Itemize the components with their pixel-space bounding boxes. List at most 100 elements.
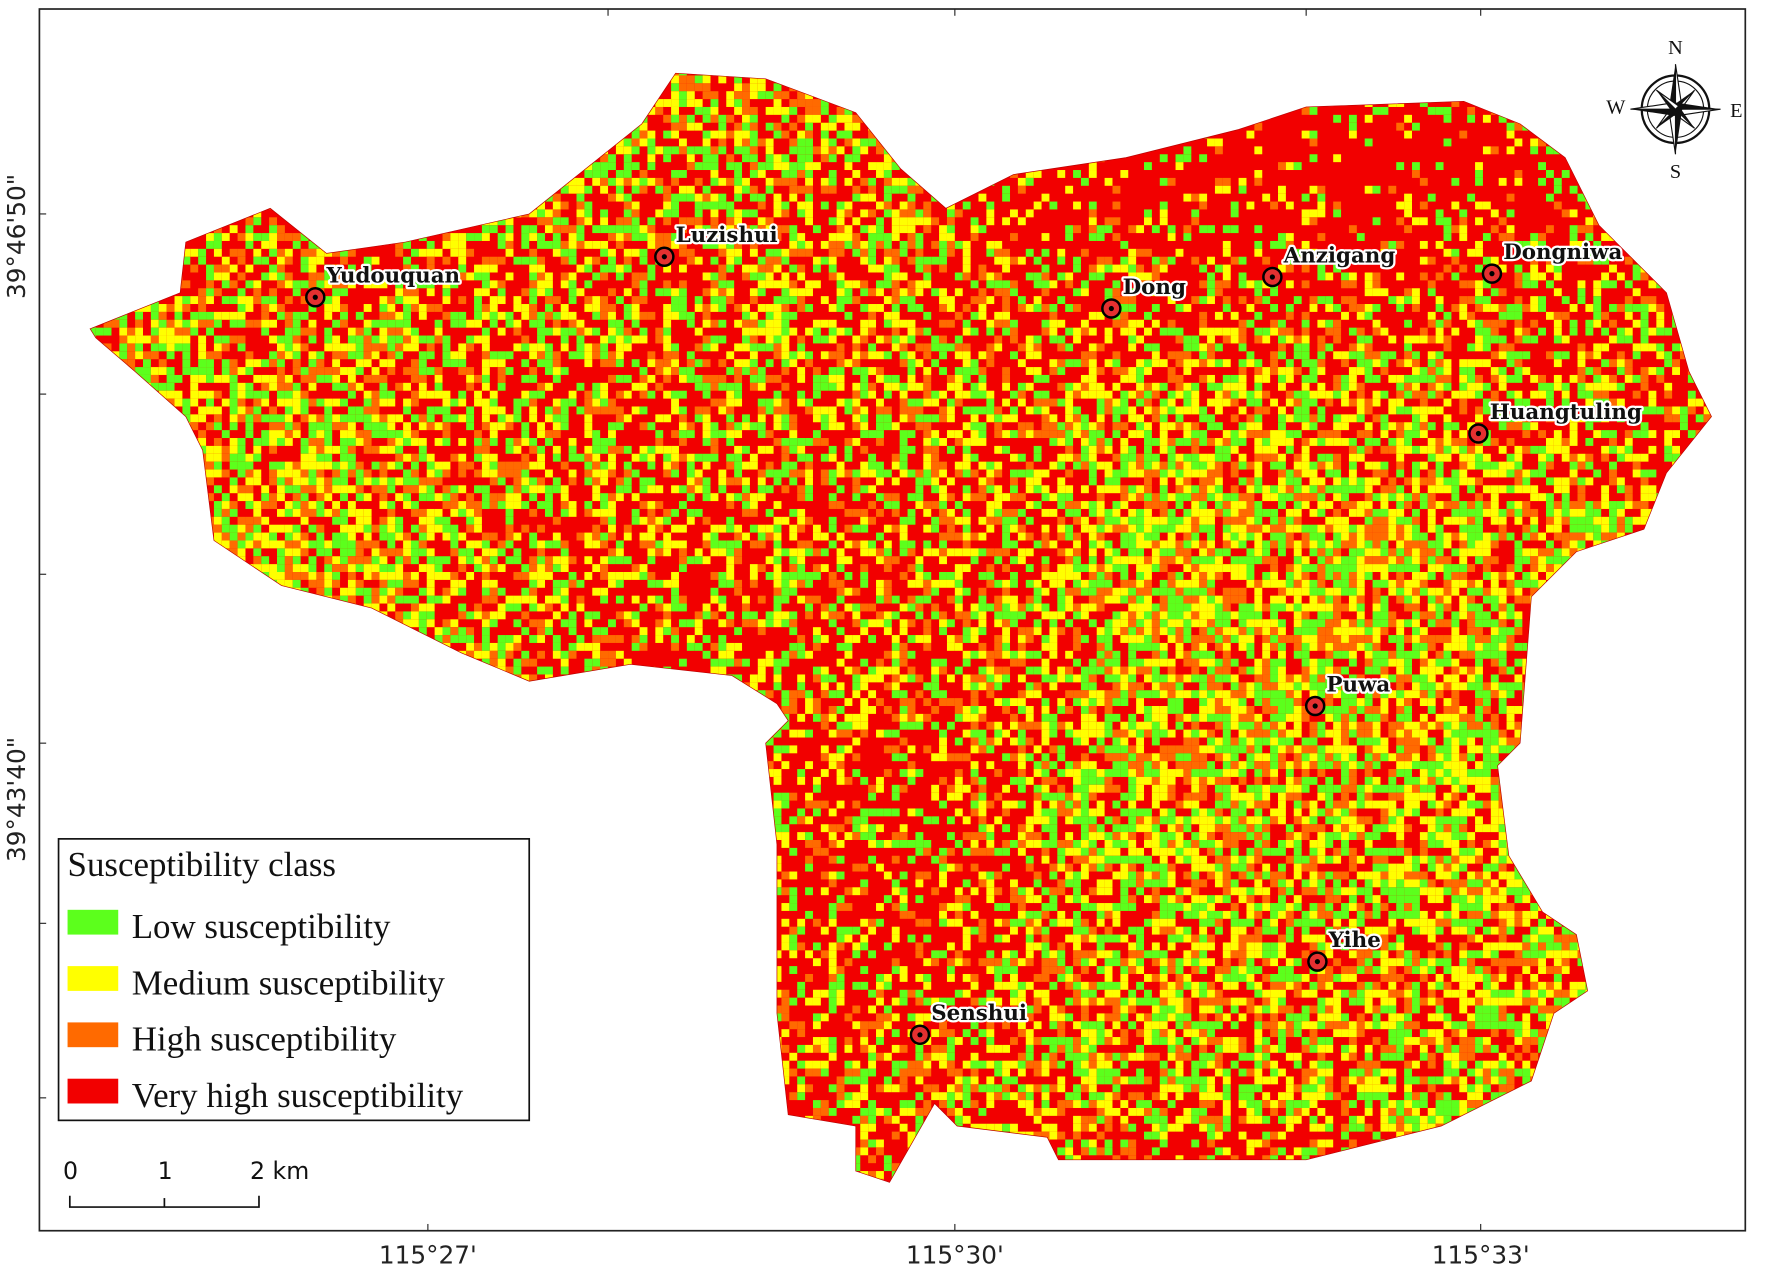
raster-cell	[1356, 75, 1365, 84]
raster-cell	[505, 311, 514, 320]
raster-cell	[552, 296, 561, 305]
raster-cell	[174, 225, 183, 234]
raster-cell	[1128, 256, 1137, 265]
raster-cell	[749, 240, 758, 249]
raster-cell	[489, 311, 498, 320]
raster-cell	[560, 99, 569, 107]
raster-cell	[560, 83, 569, 92]
raster-cell	[253, 374, 262, 383]
raster-cell	[119, 280, 128, 289]
raster-cell	[1475, 335, 1483, 344]
raster-cell	[1356, 335, 1365, 344]
raster-cell	[371, 406, 380, 415]
raster-cell	[332, 106, 341, 115]
raster-cell	[954, 374, 963, 383]
raster-cell	[757, 430, 766, 439]
raster-cell	[805, 351, 813, 360]
raster-cell	[789, 162, 798, 171]
raster-cell	[710, 177, 719, 186]
raster-cell	[1293, 414, 1302, 423]
raster-cell	[1404, 430, 1413, 439]
raster-cell	[174, 422, 183, 431]
raster-cell	[1545, 390, 1554, 399]
raster-cell	[623, 288, 632, 297]
raster-cell	[237, 185, 246, 194]
raster-cell	[324, 430, 333, 439]
raster-cell	[1356, 445, 1365, 454]
raster-cell	[1348, 398, 1357, 407]
raster-cell	[860, 248, 869, 257]
raster-cell	[261, 162, 270, 171]
raster-cell	[718, 201, 727, 210]
raster-cell	[923, 272, 932, 281]
raster-cell	[1482, 319, 1491, 328]
raster-cell	[276, 311, 285, 320]
raster-cell	[481, 233, 490, 241]
raster-cell	[1159, 209, 1168, 218]
raster-cell	[1144, 445, 1152, 454]
raster-cell	[442, 288, 451, 297]
raster-cell	[481, 256, 490, 265]
raster-cell	[269, 382, 277, 391]
raster-cell	[135, 177, 144, 186]
raster-cell	[608, 233, 616, 241]
raster-cell	[355, 130, 364, 139]
raster-cell	[899, 177, 908, 186]
raster-cell	[1183, 406, 1192, 415]
raster-cell	[1010, 335, 1018, 344]
raster-cell	[387, 398, 396, 407]
raster-cell	[300, 374, 309, 383]
raster-cell	[119, 422, 128, 431]
raster-cell	[939, 256, 947, 265]
raster-cell	[954, 177, 963, 186]
raster-cell	[1238, 422, 1247, 431]
raster-cell	[844, 106, 853, 115]
raster-cell	[182, 217, 191, 226]
raster-cell	[513, 170, 522, 178]
raster-cell	[1593, 430, 1602, 439]
raster-cell	[1664, 438, 1673, 446]
raster-cell	[1270, 304, 1279, 312]
raster-cell	[474, 201, 482, 210]
raster-cell	[1364, 351, 1373, 360]
raster-cell	[379, 280, 388, 289]
raster-cell	[978, 75, 987, 84]
raster-cell	[253, 248, 262, 257]
raster-cell	[253, 414, 262, 423]
raster-cell	[592, 225, 601, 234]
raster-cell	[552, 233, 561, 241]
raster-cell	[836, 343, 845, 352]
raster-cell	[789, 264, 798, 273]
raster-cell	[1080, 414, 1089, 423]
raster-cell	[198, 311, 207, 320]
raster-cell	[103, 83, 112, 92]
raster-cell	[852, 248, 861, 257]
raster-cell	[600, 343, 609, 352]
raster-cell	[994, 414, 1003, 423]
raster-cell	[876, 75, 884, 84]
raster-cell	[954, 122, 963, 131]
raster-cell	[332, 185, 341, 194]
raster-cell	[355, 272, 364, 281]
raster-cell	[1711, 319, 1712, 328]
raster-cell	[1498, 367, 1507, 375]
raster-cell	[742, 233, 750, 241]
raster-cell	[316, 146, 325, 155]
raster-cell	[1317, 335, 1326, 344]
raster-cell	[623, 138, 632, 147]
raster-cell	[324, 343, 333, 352]
raster-cell	[797, 99, 806, 107]
raster-cell	[481, 406, 490, 415]
raster-cell	[868, 430, 877, 439]
raster-cell	[513, 193, 522, 202]
raster-cell	[206, 73, 214, 76]
raster-cell	[868, 327, 877, 336]
raster-cell	[749, 162, 758, 171]
raster-cell	[1380, 414, 1389, 423]
raster-cell	[560, 367, 569, 375]
raster-cell	[742, 99, 750, 107]
raster-cell	[324, 264, 333, 273]
raster-cell	[127, 374, 136, 383]
raster-cell	[481, 201, 490, 210]
